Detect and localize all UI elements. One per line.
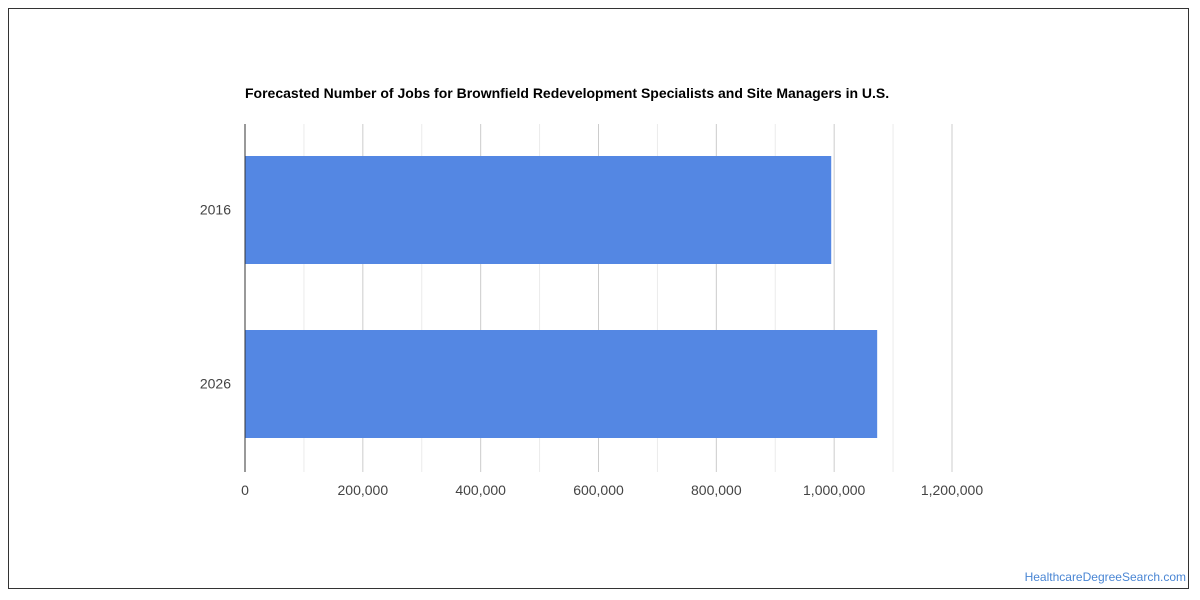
x-tick-label: 600,000 [573, 482, 624, 498]
y-tick-label: 2026 [200, 376, 231, 392]
x-tick-label: 1,200,000 [921, 482, 983, 498]
x-tick-label: 200,000 [338, 482, 389, 498]
y-tick-label: 2016 [200, 202, 231, 218]
x-axis-labels: 0 200,000 400,000 600,000 800,000 1,000,000 1,… [241, 482, 983, 498]
bar-2026 [245, 330, 878, 438]
x-tick-label: 0 [241, 482, 249, 498]
watermark-link[interactable]: HealthcareDegreeSearch.com [1024, 570, 1186, 584]
x-tick-label: 1,000,000 [803, 482, 865, 498]
y-axis-labels: 2016 2026 [200, 202, 231, 392]
bars [245, 156, 878, 438]
x-tick-label: 400,000 [455, 482, 506, 498]
x-tick-label: 800,000 [691, 482, 742, 498]
bar-2016 [245, 156, 832, 264]
chart-title: Forecasted Number of Jobs for Brownfield… [245, 85, 890, 101]
